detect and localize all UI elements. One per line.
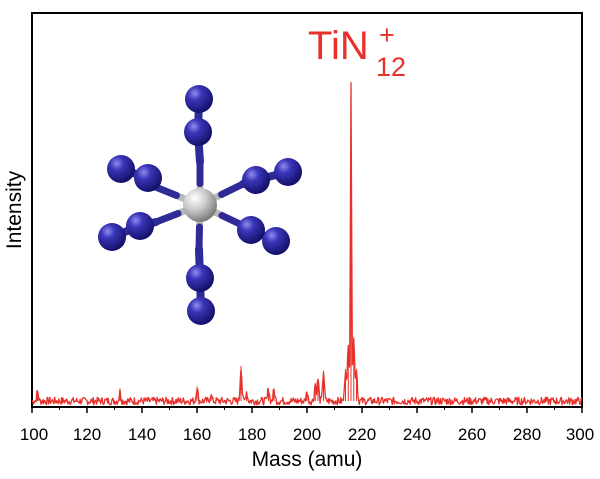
nitrogen-atom	[237, 216, 265, 244]
x-axis-tick-labels: 100 120 140 160 180 200 220 240 260 280 300	[20, 425, 594, 444]
nitrogen-atom	[185, 85, 213, 113]
x-tick-label-300: 300	[566, 425, 594, 444]
x-tick-label-180: 180	[238, 425, 266, 444]
x-tick-label-240: 240	[403, 425, 431, 444]
nitrogen-atom	[186, 264, 214, 292]
x-axis-ticks	[31, 407, 583, 413]
peak-annotation-superscript: +	[379, 20, 395, 50]
nitrogen-atom	[262, 227, 290, 255]
y-axis-label: Intensity	[3, 170, 26, 249]
x-tick-label-140: 140	[128, 425, 156, 444]
nitrogen-atom	[274, 158, 302, 186]
nitrogen-atom	[242, 166, 270, 194]
x-tick-label-260: 260	[458, 425, 486, 444]
nitrogen-atom	[126, 212, 154, 240]
nitrogen-atom	[107, 155, 135, 183]
nitrogen-atom	[184, 118, 212, 146]
nitrogen-atom	[134, 164, 162, 192]
nitrogen-atom	[187, 297, 215, 325]
titanium-atom	[183, 188, 217, 222]
plot-frame	[31, 12, 583, 408]
tin12-molecule-illustration	[98, 85, 302, 325]
x-tick-label-280: 280	[513, 425, 541, 444]
x-tick-label-200: 200	[293, 425, 321, 444]
peak-annotation-subscript: 12	[376, 52, 406, 82]
peak-annotation: TiN 12 +	[308, 20, 406, 82]
x-tick-label-160: 160	[183, 425, 211, 444]
nitrogen-atom	[98, 223, 126, 251]
peak-annotation-label: TiN	[308, 24, 369, 68]
x-tick-label-120: 120	[73, 425, 101, 444]
x-tick-label-220: 220	[348, 425, 376, 444]
x-tick-label-100: 100	[20, 425, 48, 444]
spectrum-series	[31, 82, 583, 406]
x-axis-label: Mass (amu)	[252, 448, 363, 471]
